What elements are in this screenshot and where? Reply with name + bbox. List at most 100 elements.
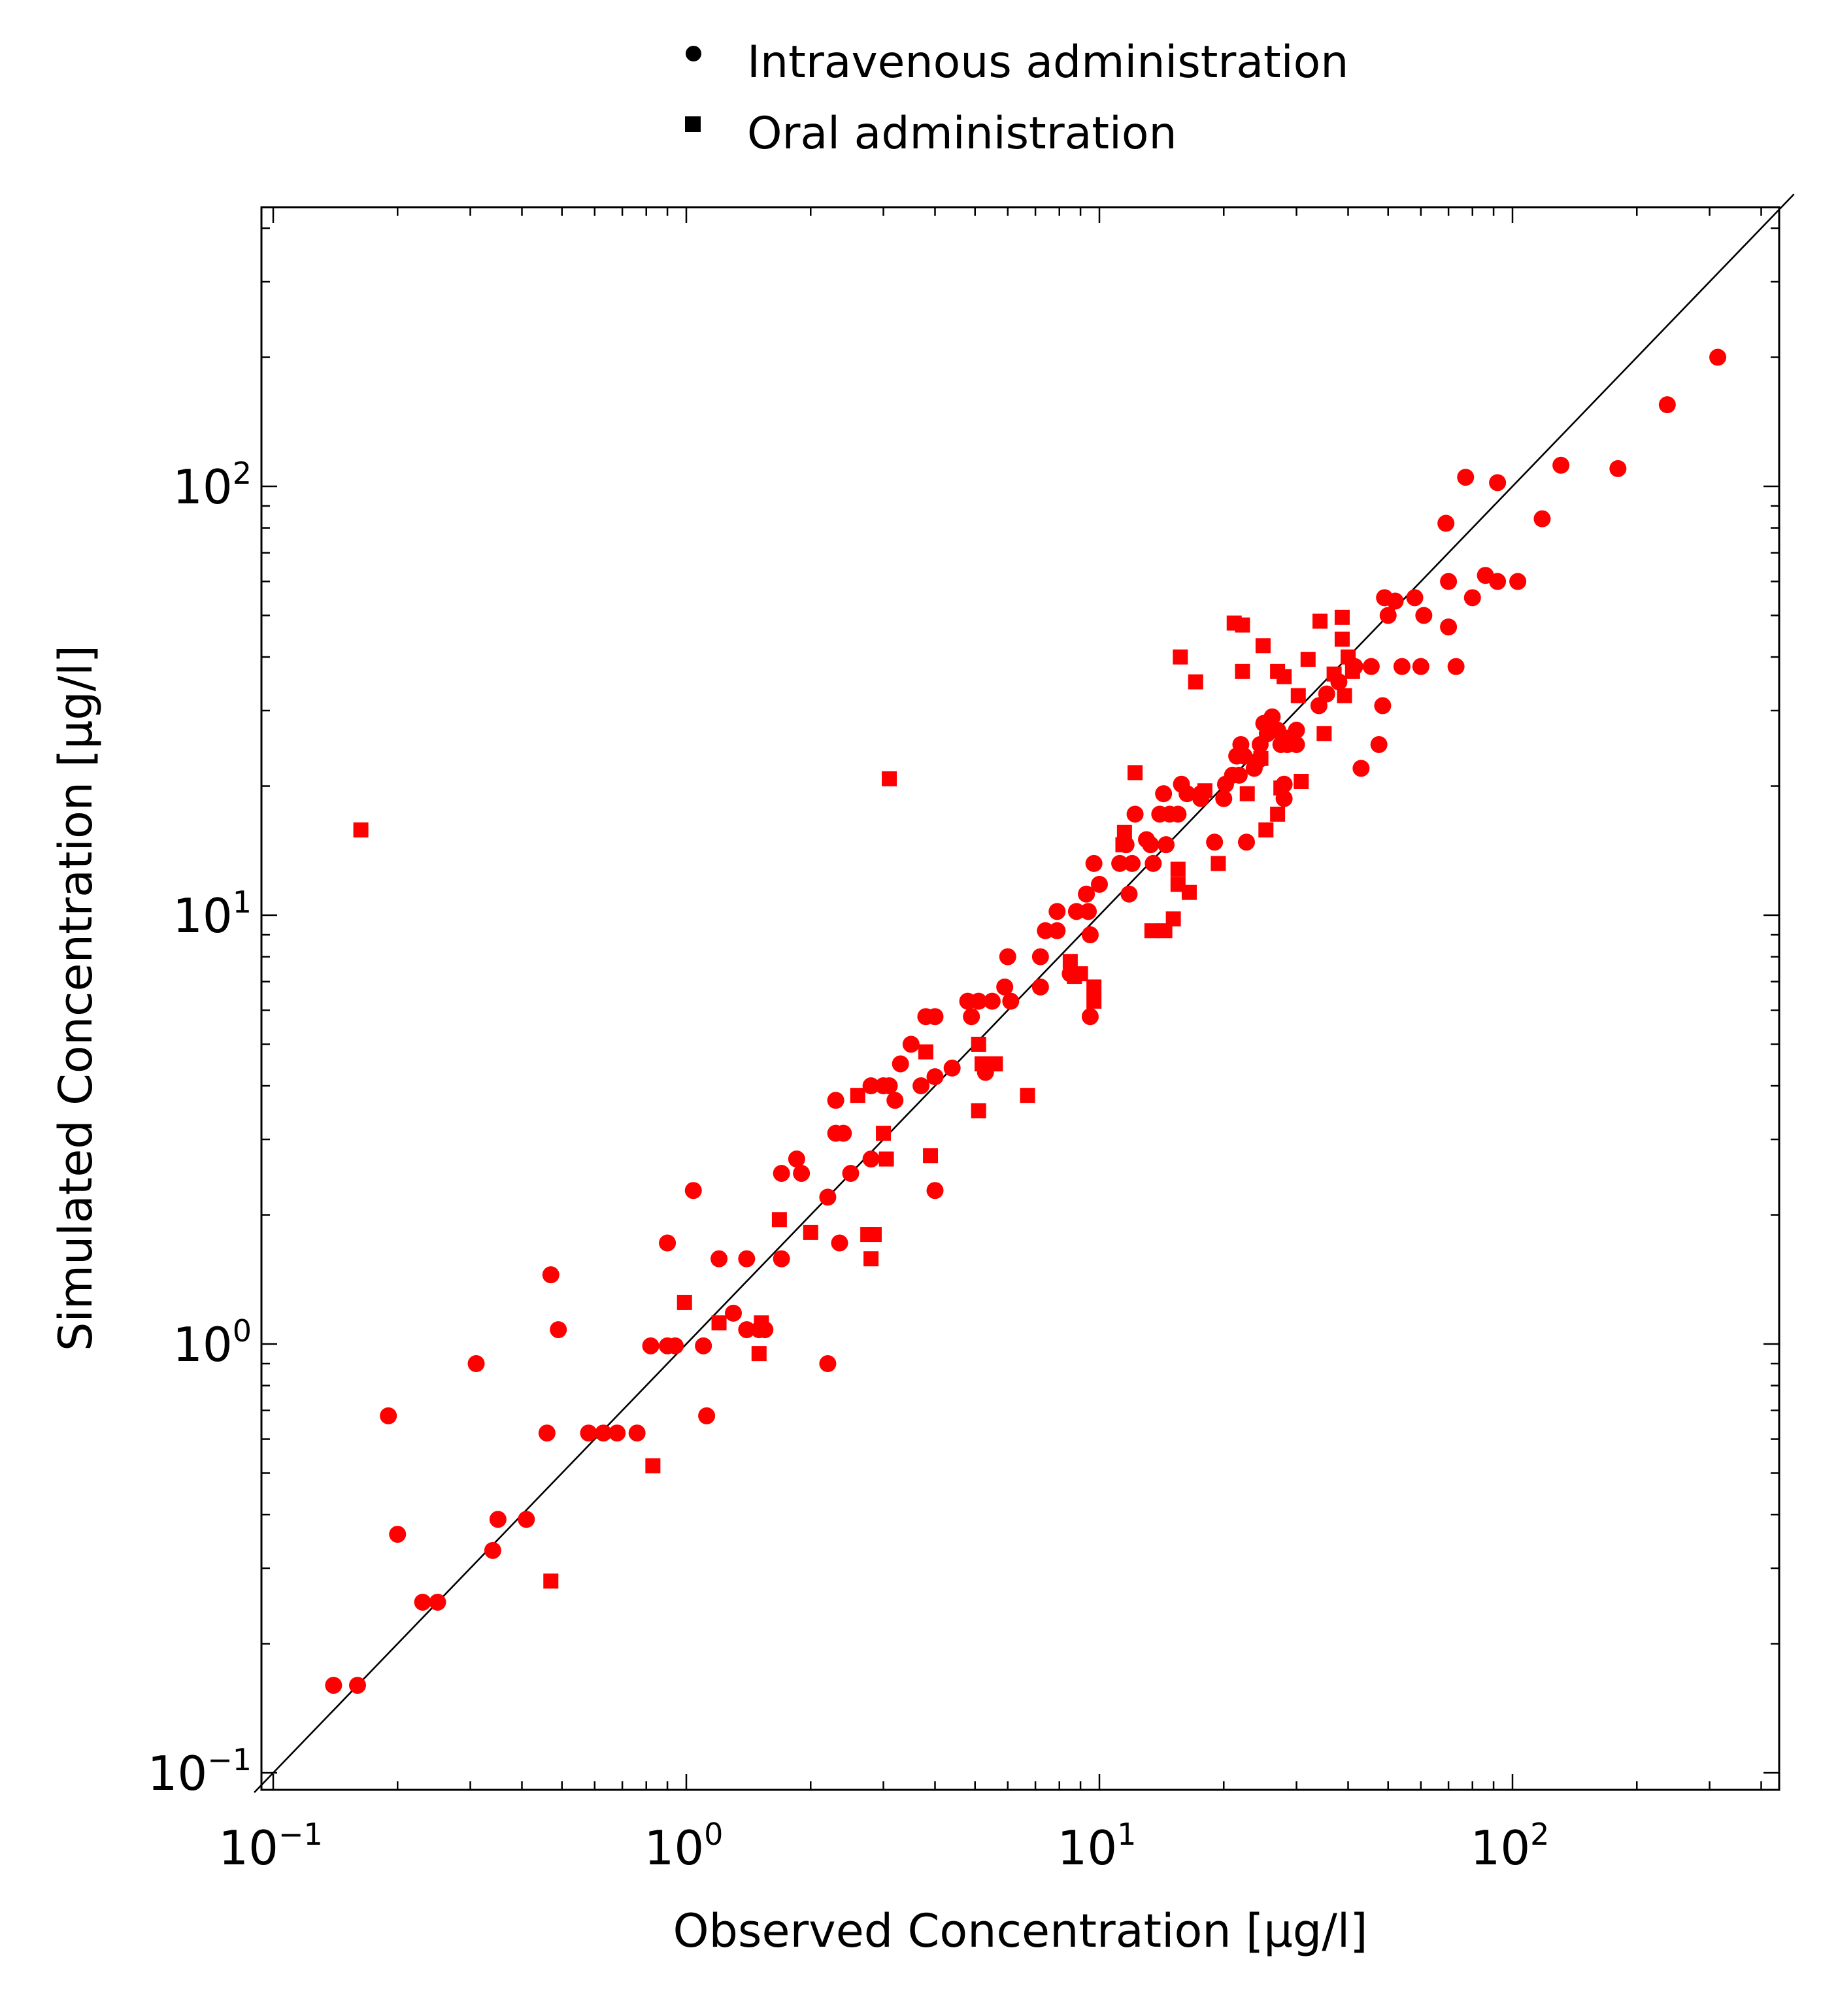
data-point-oral xyxy=(1253,750,1269,766)
data-point-intravenous xyxy=(1263,708,1281,726)
x-tick-label: 10−1 xyxy=(218,1817,322,1875)
data-point-intravenous xyxy=(983,992,1001,1010)
data-point-intravenous xyxy=(628,1424,646,1442)
data-point-intravenous xyxy=(695,1337,712,1354)
data-point-intravenous xyxy=(738,1321,756,1339)
data-point-oral xyxy=(1173,649,1188,665)
series-oral xyxy=(353,609,1360,1589)
data-point-oral xyxy=(771,1212,787,1228)
data-point-oral xyxy=(1062,954,1078,969)
data-point-oral xyxy=(1334,609,1350,625)
data-point-oral xyxy=(971,1036,986,1052)
data-point-oral xyxy=(1294,773,1309,789)
x-tick-label: 102 xyxy=(1471,1817,1550,1875)
data-point-intravenous xyxy=(1440,618,1458,636)
data-point-oral xyxy=(1341,649,1356,665)
data-point-intravenous xyxy=(1463,589,1481,607)
data-point-intravenous xyxy=(1120,885,1138,903)
data-point-oral xyxy=(971,1103,986,1118)
data-point-intravenous xyxy=(642,1337,660,1354)
data-point-oral xyxy=(1128,765,1143,781)
data-point-intravenous xyxy=(1406,589,1424,607)
data-point-intravenous xyxy=(831,1234,848,1252)
data-point-intravenous xyxy=(1126,805,1144,823)
data-point-intravenous xyxy=(1157,836,1175,854)
data-point-intravenous xyxy=(862,1151,880,1168)
data-point-intravenous xyxy=(1081,926,1099,944)
y-axis-tick-labels: 10−1 100 101 102 xyxy=(148,456,252,1801)
data-point-intravenous xyxy=(1440,573,1458,590)
data-point-oral xyxy=(923,1148,939,1164)
data-point-intravenous xyxy=(659,1234,677,1252)
data-point-intravenous xyxy=(1533,510,1551,528)
data-point-oral xyxy=(1258,822,1274,838)
legend-label-intravenous: Intravenous administration xyxy=(747,37,1348,88)
data-point-intravenous xyxy=(1457,469,1475,486)
data-point-intravenous xyxy=(926,1008,944,1026)
data-point-intravenous xyxy=(1509,573,1527,590)
data-point-intravenous xyxy=(943,1059,961,1077)
data-point-intravenous xyxy=(1386,592,1404,610)
y-axis-title: Simulated Concentration [µg/l] xyxy=(49,645,103,1351)
data-point-oral xyxy=(1116,824,1132,840)
data-point-oral xyxy=(1290,688,1306,703)
data-point-oral xyxy=(1255,638,1271,654)
data-point-intravenous xyxy=(1206,833,1224,851)
data-point-oral xyxy=(1115,837,1131,852)
data-point-intravenous xyxy=(996,978,1014,996)
data-point-oral xyxy=(882,771,897,786)
data-point-intravenous xyxy=(1374,697,1392,714)
data-point-intravenous xyxy=(325,1677,343,1694)
data-point-intravenous xyxy=(1437,514,1455,532)
data-point-intravenous xyxy=(1230,766,1248,784)
data-point-intravenous xyxy=(1048,903,1066,920)
data-point-intravenous xyxy=(1124,854,1141,872)
data-point-intravenous xyxy=(827,1092,844,1109)
data-point-intravenous xyxy=(1155,785,1173,803)
data-point-oral xyxy=(1312,613,1328,629)
data-point-intravenous xyxy=(842,1164,860,1182)
data-point-intravenous xyxy=(1415,607,1433,624)
data-point-intravenous xyxy=(389,1526,407,1543)
data-point-intravenous xyxy=(1658,396,1676,414)
data-point-intravenous xyxy=(1709,348,1727,366)
data-point-intravenous xyxy=(1078,885,1095,903)
legend-label-oral: Oral administration xyxy=(747,108,1177,160)
data-point-oral xyxy=(751,1346,767,1362)
data-point-intravenous xyxy=(1447,658,1465,675)
data-point-intravenous xyxy=(892,1055,909,1073)
data-point-intravenous xyxy=(467,1355,485,1373)
data-point-intravenous xyxy=(1002,992,1020,1010)
data-point-intravenous xyxy=(788,1151,805,1168)
data-point-oral xyxy=(1181,884,1197,900)
data-point-intravenous xyxy=(1048,922,1066,939)
data-point-intravenous xyxy=(1393,658,1411,675)
legend-marker-oral xyxy=(685,116,701,132)
data-point-intravenous xyxy=(484,1541,501,1559)
data-point-intravenous xyxy=(1091,875,1108,893)
data-point-oral xyxy=(1239,786,1255,801)
data-point-intravenous xyxy=(999,948,1016,966)
data-point-intravenous xyxy=(1031,948,1049,966)
data-point-oral xyxy=(677,1294,692,1310)
data-point-intravenous xyxy=(1145,854,1162,872)
y-tick-label: 10−1 xyxy=(148,1742,252,1801)
data-point-oral xyxy=(878,1151,894,1167)
legend-marker-intravenous xyxy=(686,46,701,61)
data-point-intravenous xyxy=(793,1164,810,1182)
data-point-intravenous xyxy=(1080,903,1097,920)
x-axis-title: Observed Concentration [µg/l] xyxy=(673,1904,1367,1958)
data-point-oral xyxy=(1273,780,1289,796)
data-point-oral xyxy=(1086,994,1102,1009)
data-point-intravenous xyxy=(542,1266,560,1284)
data-point-intravenous xyxy=(1362,658,1380,675)
data-point-oral xyxy=(1345,664,1360,679)
x-axis-tick-labels: 10−1 100 101 102 xyxy=(218,1817,1549,1875)
data-point-oral xyxy=(353,822,369,838)
data-point-intravenous xyxy=(1370,735,1388,753)
data-point-intravenous xyxy=(819,1188,837,1206)
data-point-intravenous xyxy=(1178,785,1196,803)
data-point-intravenous xyxy=(1081,1008,1099,1026)
data-point-intravenous xyxy=(912,1077,930,1095)
data-point-oral xyxy=(1235,617,1250,633)
